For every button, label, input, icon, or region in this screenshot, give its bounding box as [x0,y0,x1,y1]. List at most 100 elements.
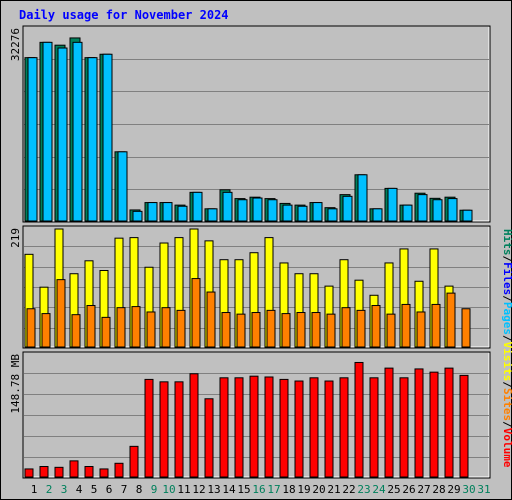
files-bar [117,151,128,222]
sites-bar [56,279,66,348]
sites-bar [356,309,366,348]
x-tick-label: 31 [477,483,490,496]
files-bar [147,202,158,222]
volume-bar [414,368,424,478]
sites-bar [296,312,306,348]
sites-bar [251,312,261,348]
files-bar [237,199,248,222]
files-bar [357,174,368,222]
x-tick-label: 26 [402,483,415,496]
volume-bar [24,468,34,478]
volume-bar [444,367,454,478]
panel-max-label-1: 32276 [9,28,22,61]
files-bar [432,199,443,222]
x-tick-label: 13 [207,483,220,496]
volume-bar [99,468,109,478]
files-bar [192,191,203,222]
files-bar [387,187,398,222]
legend: Hits/Files/Pages/Visits/Sites/Volume [501,229,512,468]
files-bar [42,41,53,222]
sites-bar [431,303,441,348]
volume-bar [129,445,139,478]
files-bar [372,208,383,222]
sites-bar [176,309,186,348]
files-bar [177,205,188,222]
x-tick-label: 18 [282,483,295,496]
sites-bar [41,313,51,348]
volume-bar [219,377,229,478]
legend-entry: Hits [501,229,512,256]
files-bar [342,195,353,222]
sites-bar [386,313,396,348]
files-bar [402,204,413,222]
volume-bar [264,376,274,478]
panel-max-label-3: 148.78 MB [9,354,22,414]
x-tick-label: 20 [312,483,325,496]
x-tick-label: 7 [121,483,128,496]
sites-bar [371,305,381,348]
files-bar [27,57,38,222]
legend-entry: Pages [501,302,512,335]
volume-bar [174,381,184,478]
sites-bar [281,313,291,348]
x-tick-label: 29 [447,483,460,496]
sites-bar [461,308,471,348]
volume-bar [309,377,319,478]
volume-bar [279,378,289,478]
volume-bar [249,375,259,478]
sites-bar [416,311,426,348]
files-bar [72,41,83,222]
files-bar [87,57,98,222]
panel-max-label-2: 219 [9,228,22,248]
volume-bar [234,377,244,478]
volume-bar [144,378,154,478]
volume-bar [339,377,349,478]
chart-title: Daily usage for November 2024 [19,8,229,22]
legend-entry: Files [501,262,512,295]
sites-bar [206,291,216,348]
files-bar [417,194,428,222]
x-tick-label: 23 [357,483,370,496]
sites-bar [446,292,456,348]
legend-entry: Visits [501,342,512,382]
volume-bar [84,466,94,478]
volume-bar [459,374,469,478]
files-bar [57,47,68,222]
x-tick-label: 8 [136,483,143,496]
legend-entry: / [501,421,512,428]
sites-bar [146,311,156,348]
volume-bar [54,466,64,478]
sites-bar [236,313,246,348]
volume-bar [189,373,199,478]
legend-entry: / [501,256,512,263]
volume-bar [159,381,169,478]
x-tick-label: 5 [91,483,98,496]
x-tick-label: 30 [462,483,475,496]
sites-bar [191,278,201,348]
x-tick-label: 16 [252,483,265,496]
files-bar [222,191,233,222]
files-bar [252,197,263,222]
volume-bar [114,462,124,478]
volume-bar [324,380,334,478]
sites-bar [26,308,36,348]
x-tick-label: 25 [387,483,400,496]
x-tick-label: 1 [31,483,38,496]
x-tick-label: 9 [151,483,158,496]
x-tick-label: 10 [162,483,175,496]
sites-bar [311,312,321,348]
sites-bar [326,313,336,348]
volume-bar [429,371,439,478]
volume-bar [399,377,409,478]
sites-bar [221,312,231,348]
files-bar [327,208,338,222]
legend-entry: Sites [501,388,512,421]
files-bar [207,208,218,222]
volume-bar [69,460,79,478]
files-bar [132,210,143,222]
sites-bar [86,305,96,348]
volume-bar [384,367,394,478]
sites-bar [101,316,111,348]
x-tick-label: 11 [177,483,190,496]
